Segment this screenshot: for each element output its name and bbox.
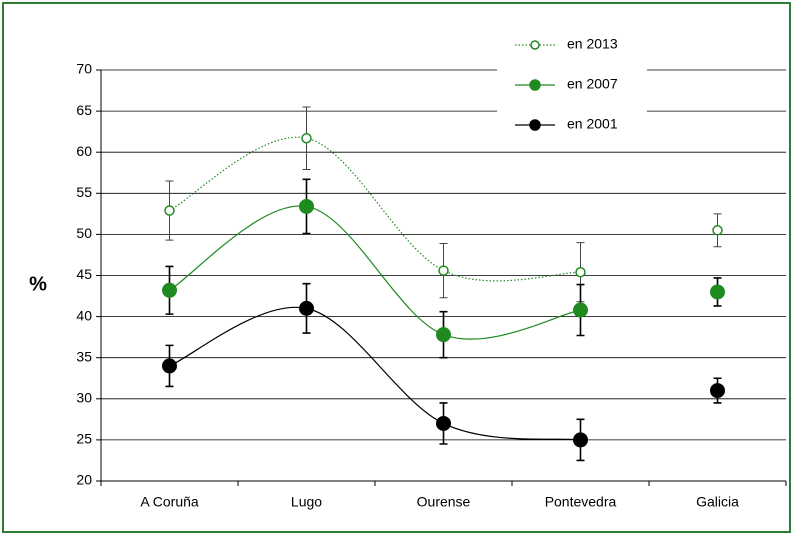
x-tick-label: Galicia <box>696 494 739 510</box>
x-tick-label: Pontevedra <box>545 494 617 510</box>
x-tick-label: Ourense <box>417 494 471 510</box>
y-tick-label: 55 <box>76 184 92 200</box>
data-point <box>436 327 451 343</box>
data-point <box>573 302 588 318</box>
plot <box>162 106 725 462</box>
data-point <box>162 282 177 298</box>
grid: 20 25 30 35 40 45 50 55 60 65 70 A Coruña Lugo Ourens… <box>76 61 787 510</box>
x-tick-label: Lugo <box>291 494 322 510</box>
data-point <box>299 198 314 214</box>
y-tick-label: 35 <box>76 348 92 364</box>
legend: en 2013 en 2007 en 2001 <box>497 28 647 141</box>
y-axis-label: % <box>29 273 47 295</box>
legend-marker <box>529 79 541 91</box>
chart-border <box>2 2 791 533</box>
y-tick-label: 25 <box>76 431 92 447</box>
data-point <box>164 205 175 216</box>
y-tick-label: 40 <box>76 307 92 323</box>
legend-label: en 2001 <box>567 116 618 132</box>
data-point <box>575 266 586 278</box>
data-point <box>712 225 723 236</box>
series-line <box>169 306 581 441</box>
data-point <box>299 300 314 316</box>
legend-marker <box>529 119 541 131</box>
y-tick-label: 30 <box>76 390 92 406</box>
y-tick-label: 65 <box>76 102 92 118</box>
x-tick-label: A Coruña <box>140 494 199 510</box>
data-point <box>573 432 588 448</box>
y-tick-label: 50 <box>76 225 92 241</box>
legend-label: en 2013 <box>567 36 618 52</box>
data-point <box>710 284 725 300</box>
data-point <box>301 132 312 144</box>
legend-label: en 2007 <box>567 76 618 92</box>
series-line <box>169 136 581 282</box>
series-line <box>169 205 581 340</box>
data-point <box>710 383 725 399</box>
y-tick-label: 45 <box>76 266 92 282</box>
legend-marker <box>530 40 540 50</box>
y-tick-label: 60 <box>76 143 92 159</box>
data-point <box>438 265 449 276</box>
y-tick-label: 20 <box>76 472 92 488</box>
y-tick-label: 70 <box>76 61 92 77</box>
data-point <box>436 415 451 431</box>
data-point <box>162 358 177 374</box>
